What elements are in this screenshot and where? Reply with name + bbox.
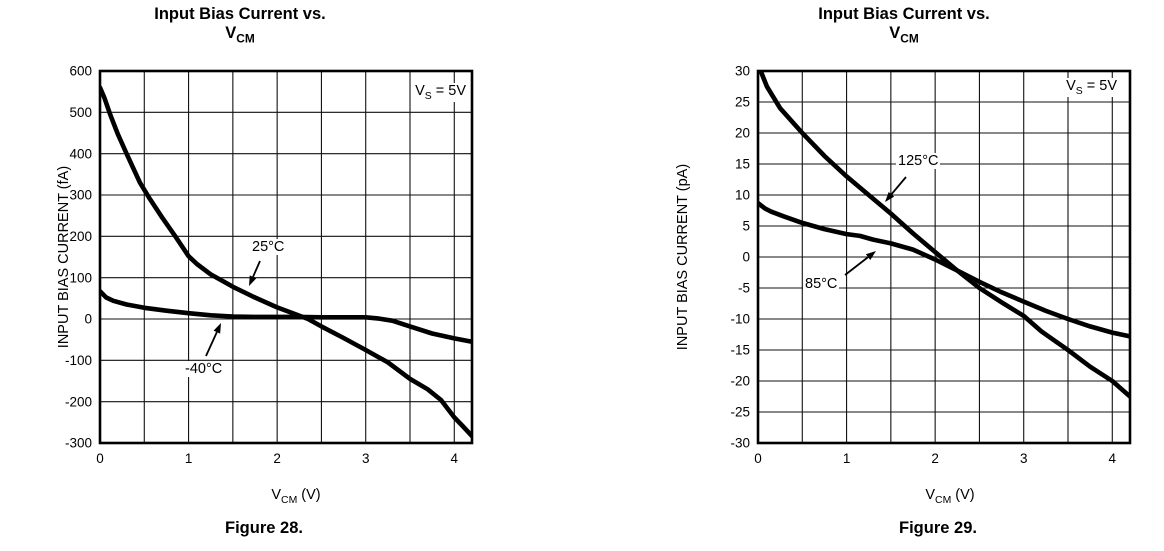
- x-tick-label: 4: [1109, 451, 1117, 466]
- figure-29-x-axis-title: VCM (V): [925, 487, 975, 506]
- curve-label-125c: 125°C: [896, 153, 941, 169]
- title-line-1: Input Bias Current vs.: [818, 5, 990, 23]
- y-tick-label: -30: [730, 436, 750, 451]
- figure-28-y-axis-title: INPUT BIAS CURRENT (fA): [56, 165, 72, 349]
- y-tick-label: 500: [69, 105, 92, 120]
- x-tick-label: 2: [931, 451, 939, 466]
- x-tick-label: 0: [754, 451, 762, 466]
- x-tick-label: 1: [185, 451, 193, 466]
- y-tick-label: 15: [735, 157, 750, 172]
- figure-29-caption: Figure 29.: [899, 519, 977, 537]
- arrow-head: [885, 192, 895, 202]
- y-tick-label: 0: [84, 312, 92, 327]
- curve-label-arrows: [205, 260, 261, 357]
- y-tick-label: 20: [735, 126, 750, 141]
- y-tick-label: 600: [69, 64, 92, 79]
- figure-28-condition-annotation: VS = 5V: [412, 83, 469, 102]
- x-tick-label: 1: [843, 451, 851, 466]
- arrow-shaft: [844, 256, 869, 276]
- y-tick-label: 0: [742, 250, 750, 265]
- x-tick-label: 2: [273, 451, 281, 466]
- figure-28-x-axis-title: VCM (V): [271, 487, 321, 506]
- curve-125c: [758, 70, 1131, 399]
- figure-29-y-axis-title: INPUT BIAS CURRENT (pA): [675, 163, 691, 351]
- figure-29-plot-svg: 30 25 20 15 10 5 0 -5 -10 -15 -20 -25 -30 0 1 2 3 4: [730, 64, 1132, 466]
- curves: [757, 70, 1131, 399]
- x-tick-label: 0: [96, 451, 104, 466]
- y-tick-label: 5: [742, 219, 750, 234]
- x-tick-label: 3: [362, 451, 370, 466]
- y-tick-label: 300: [69, 188, 92, 203]
- arrow-head: [249, 275, 257, 286]
- curve-label-25c: 25°C: [250, 239, 287, 255]
- y-tick-label: 400: [69, 146, 92, 161]
- x-tick-labels: 0 1 2 3 4: [754, 451, 1116, 466]
- curve-25c: [99, 85, 473, 439]
- plot-border: [756, 69, 1132, 445]
- figure-29: 30 25 20 15 10 5 0 -5 -10 -15 -20 -25 -30 0 1 2 3 4 Input…: [582, 0, 1164, 551]
- y-tick-label: 10: [735, 188, 750, 203]
- curve-label-85c: 85°C: [803, 276, 840, 292]
- figure-28: 600 500 400 300 200 100 0 -100 -200 -300 0 1 2 3 4 Inp…: [40, 5, 474, 537]
- y-tick-label: 30: [735, 64, 750, 79]
- curve-label-arrows: [844, 176, 907, 276]
- x-tick-label: 4: [451, 451, 459, 466]
- figure-28-title: Input Bias Current vs. VCM: [40, 5, 440, 48]
- curve-minus40c: [99, 289, 473, 344]
- x-tick-labels: 0 1 2 3 4: [96, 451, 458, 466]
- curve-85c: [757, 200, 1131, 339]
- y-tick-label: 200: [69, 229, 92, 244]
- y-tick-labels: 30 25 20 15 10 5 0 -5 -10 -15 -20 -25 -30: [730, 64, 750, 451]
- y-tick-label: -10: [730, 312, 750, 327]
- grid: [100, 71, 472, 443]
- title-line-1: Input Bias Current vs.: [154, 5, 326, 23]
- title-line-2: VCM: [889, 24, 919, 46]
- y-tick-labels: 600 500 400 300 200 100 0 -100 -200 -300: [65, 64, 92, 451]
- arrow-shaft: [890, 176, 907, 195]
- title-line-2: VCM: [225, 24, 255, 46]
- curves: [99, 85, 473, 439]
- figure-28-plot-svg: 600 500 400 300 200 100 0 -100 -200 -300 0 1 2 3 4: [65, 64, 474, 466]
- x-tick-label: 3: [1020, 451, 1028, 466]
- arrow-head: [213, 323, 221, 334]
- y-tick-label: -300: [65, 436, 92, 451]
- y-tick-label: -100: [65, 353, 92, 368]
- y-tick-label: -5: [738, 281, 750, 296]
- y-tick-label: 100: [69, 270, 92, 285]
- figure-29-condition-annotation: VS = 5V: [1063, 78, 1120, 97]
- arrow-head: [865, 251, 876, 260]
- y-tick-label: 25: [735, 95, 750, 110]
- y-tick-label: -200: [65, 394, 92, 409]
- plot-border: [98, 69, 474, 445]
- arrow-shaft: [252, 260, 261, 278]
- y-tick-label: -20: [730, 374, 750, 389]
- arrow-shaft: [205, 331, 218, 357]
- y-tick-label: -25: [730, 405, 750, 420]
- curve-label-minus40c: -40°C: [183, 361, 225, 377]
- y-tick-label: -15: [730, 343, 750, 358]
- figure-28-caption: Figure 28.: [225, 519, 303, 537]
- figure-29-title: Input Bias Current vs. VCM: [704, 5, 1104, 48]
